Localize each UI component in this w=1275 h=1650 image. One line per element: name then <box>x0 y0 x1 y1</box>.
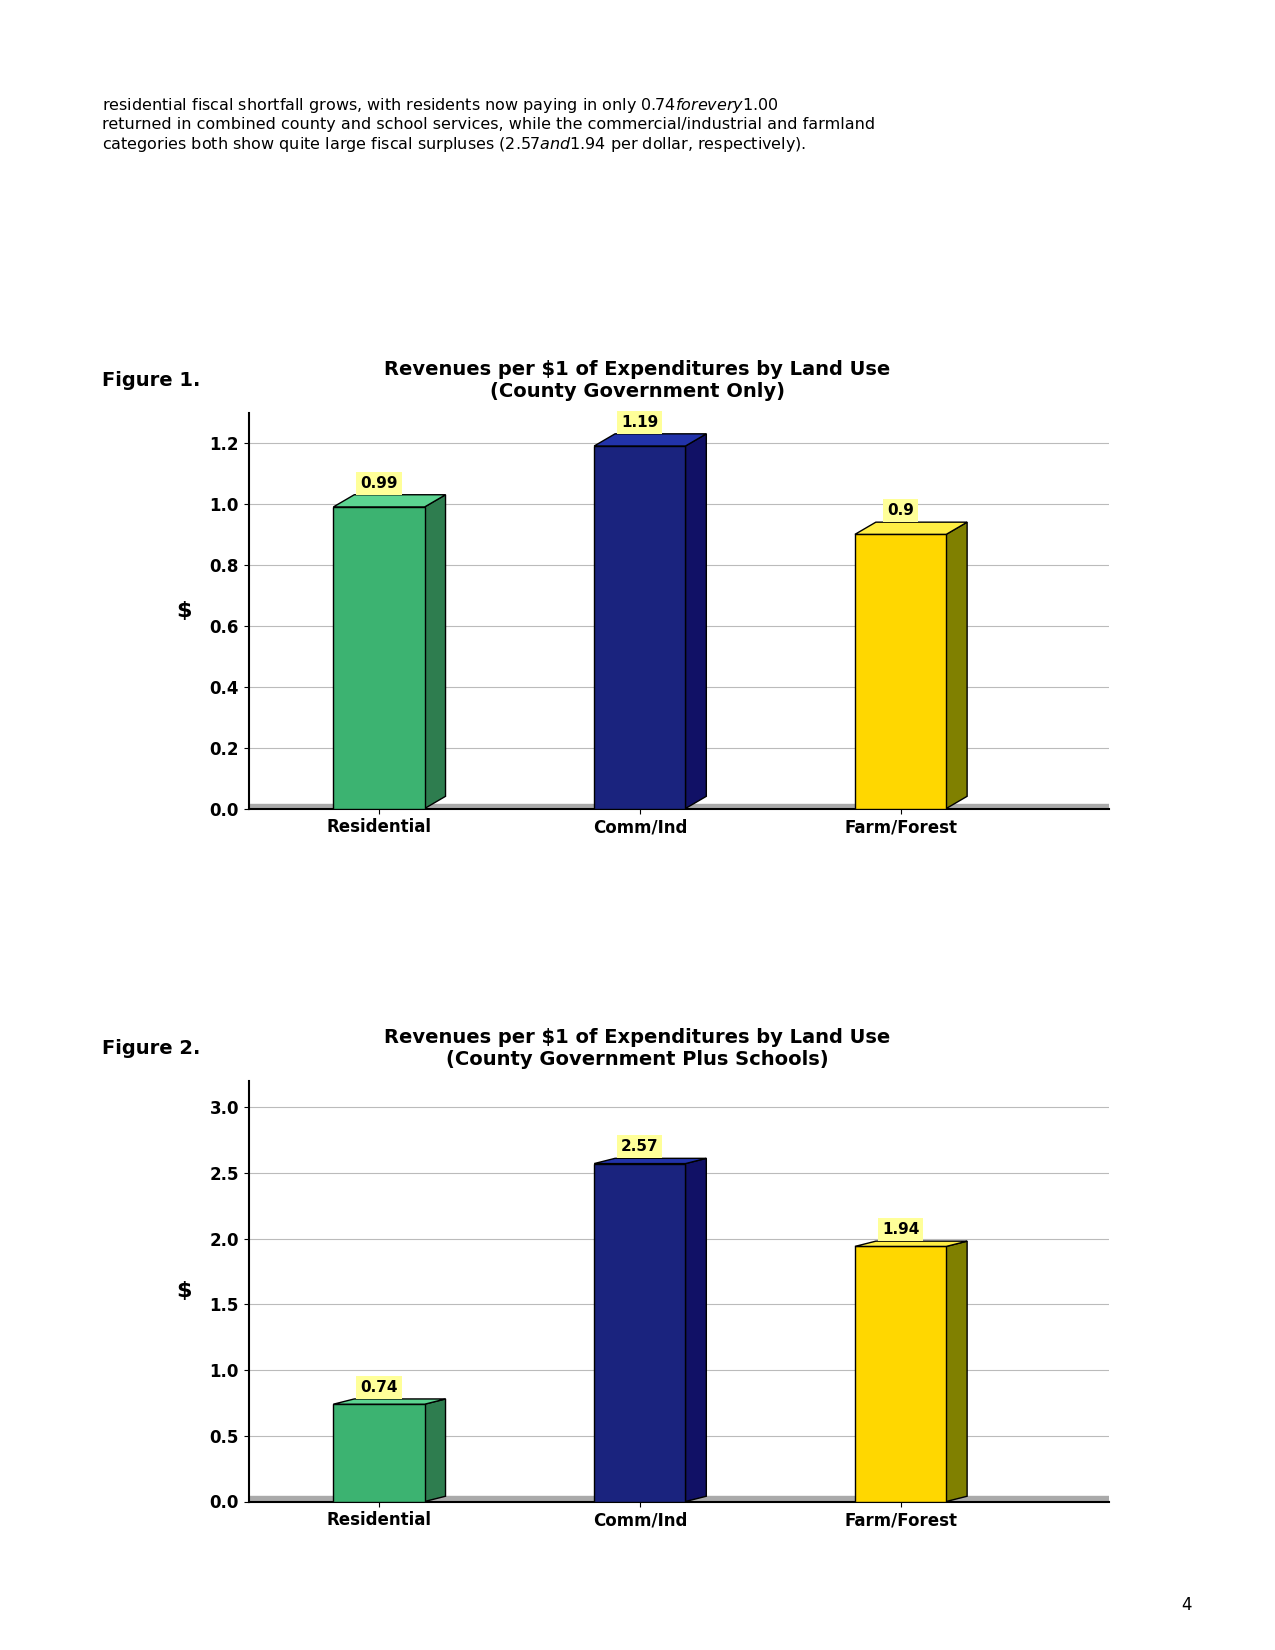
Polygon shape <box>425 1399 445 1502</box>
Polygon shape <box>333 1399 445 1404</box>
Polygon shape <box>333 1404 425 1502</box>
Text: 4: 4 <box>1182 1596 1192 1614</box>
Polygon shape <box>686 1158 706 1502</box>
Polygon shape <box>946 521 968 808</box>
Polygon shape <box>856 535 946 808</box>
Text: 0.9: 0.9 <box>887 503 914 518</box>
Polygon shape <box>856 1246 946 1502</box>
Polygon shape <box>594 1158 706 1163</box>
Text: Revenues per $1 of Expenditures by Land Use
(County Government Only): Revenues per $1 of Expenditures by Land … <box>384 360 891 401</box>
Y-axis label: $: $ <box>177 1280 193 1302</box>
Text: Figure 2.: Figure 2. <box>102 1040 200 1059</box>
Text: 0.74: 0.74 <box>361 1379 398 1394</box>
Y-axis label: $: $ <box>177 601 193 620</box>
Text: 1.94: 1.94 <box>882 1223 919 1238</box>
Polygon shape <box>425 495 445 808</box>
Polygon shape <box>686 434 706 808</box>
Text: Figure 1.: Figure 1. <box>102 371 200 391</box>
Text: 2.57: 2.57 <box>621 1138 659 1153</box>
Polygon shape <box>856 1241 968 1246</box>
Polygon shape <box>594 1163 686 1502</box>
Text: 0.99: 0.99 <box>361 475 398 490</box>
Bar <box>249 804 1109 808</box>
Polygon shape <box>594 446 686 808</box>
Polygon shape <box>333 507 425 808</box>
Polygon shape <box>946 1241 968 1502</box>
Polygon shape <box>594 434 706 446</box>
Bar <box>249 1497 1109 1502</box>
Text: 1.19: 1.19 <box>621 414 658 431</box>
Text: Revenues per $1 of Expenditures by Land Use
(County Government Plus Schools): Revenues per $1 of Expenditures by Land … <box>384 1028 891 1069</box>
Text: residential fiscal shortfall grows, with residents now paying in only $0.74 for : residential fiscal shortfall grows, with… <box>102 96 875 153</box>
Polygon shape <box>856 521 968 535</box>
Polygon shape <box>333 495 445 507</box>
